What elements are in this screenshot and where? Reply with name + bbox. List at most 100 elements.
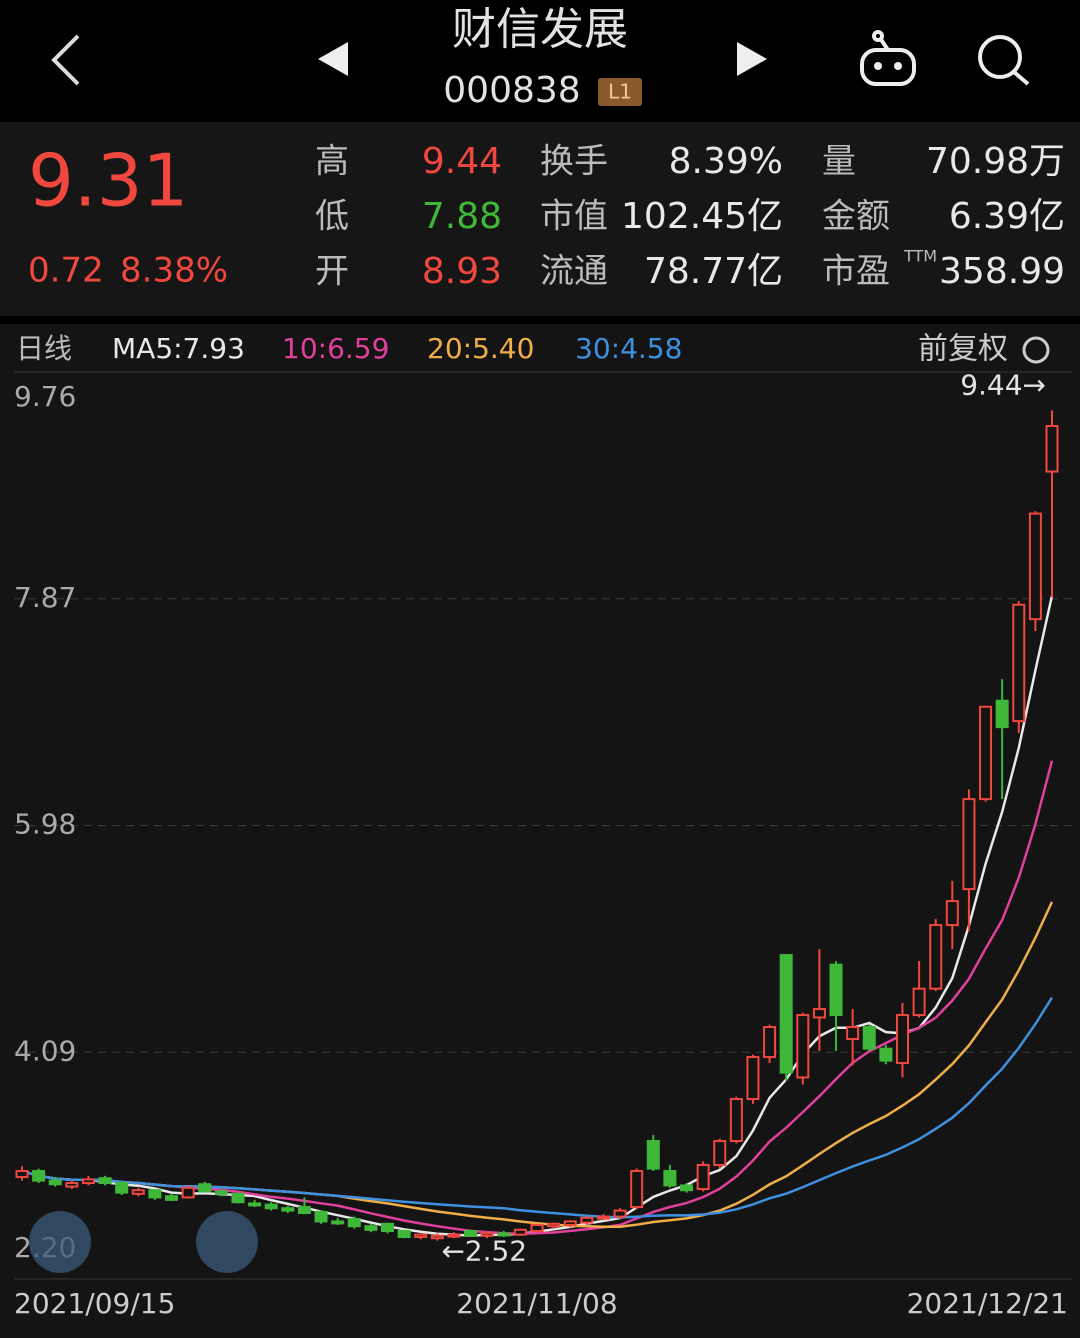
- candle-body: [115, 1182, 129, 1194]
- robot-button[interactable]: [860, 30, 916, 86]
- candle-body: [746, 1056, 760, 1101]
- plot: 9.767.875.984.092.209.44→←2.52: [14, 368, 1072, 1268]
- candle-body: [596, 1215, 610, 1220]
- ma-label: MA5:7.93: [112, 332, 245, 365]
- last-price: 9.31: [28, 139, 188, 223]
- stat-label: 金额: [822, 197, 890, 237]
- candle-body: [663, 1170, 677, 1187]
- candle-body: [214, 1190, 228, 1195]
- stat-label: 高: [315, 142, 349, 182]
- stat-value: 7.88: [422, 196, 502, 237]
- candle-body: [331, 1220, 345, 1225]
- candle-body: [713, 1140, 727, 1167]
- candle-body: [181, 1186, 195, 1199]
- candle-body: [497, 1232, 511, 1237]
- stat-label: 市盈: [822, 252, 890, 292]
- candle-body: [264, 1203, 278, 1210]
- stock-name: 财信发展: [452, 4, 628, 55]
- ma-label: 10:6.59: [282, 332, 389, 365]
- stat-label: 换手: [540, 142, 608, 182]
- float-button[interactable]: [29, 1211, 91, 1273]
- candle-body: [1012, 603, 1026, 723]
- stat-value: 9.44: [422, 141, 502, 182]
- stock-code: 000838: [443, 70, 580, 111]
- search-button[interactable]: [978, 35, 1030, 86]
- candle-body: [480, 1232, 494, 1237]
- candle-body: [198, 1183, 212, 1193]
- candle-body: [945, 900, 959, 927]
- settings-icon[interactable]: [1022, 336, 1050, 364]
- candle-body: [929, 924, 943, 990]
- candle-body: [912, 987, 926, 1017]
- candle-body: [98, 1177, 112, 1185]
- stat-label: 开: [315, 252, 349, 292]
- candle-body: [65, 1182, 79, 1188]
- back-button[interactable]: [51, 34, 80, 86]
- candle-body: [1045, 424, 1059, 473]
- adjust[interactable]: 前复权: [918, 332, 1008, 367]
- stat-sup: TTM: [903, 247, 937, 266]
- x-tick-label: 2021/12/21: [907, 1287, 1068, 1320]
- candle-body: [580, 1216, 594, 1224]
- candle-body: [812, 1008, 826, 1019]
- candle-body: [297, 1206, 311, 1215]
- candle-body: [48, 1179, 62, 1186]
- candle-body: [879, 1047, 893, 1062]
- candle-body: [613, 1209, 627, 1218]
- low-annotation: ←2.52: [441, 1235, 527, 1268]
- candle-body: [148, 1189, 162, 1199]
- stat-label: 市值: [540, 197, 608, 237]
- candle-body: [763, 1026, 777, 1059]
- candle-body: [447, 1233, 461, 1238]
- y-tick-label: 9.76: [14, 380, 76, 413]
- x-tick-label: 2021/11/08: [456, 1287, 617, 1320]
- quote-panel: [0, 122, 1080, 316]
- candle-body: [646, 1140, 660, 1170]
- candle-body: [530, 1224, 544, 1233]
- candle-body: [630, 1170, 644, 1209]
- expand-button[interactable]: [196, 1211, 258, 1273]
- price-change: 0.72: [28, 251, 104, 291]
- candle-body: [563, 1220, 577, 1227]
- candle-body: [380, 1222, 394, 1233]
- stat-value: 6.39亿: [949, 196, 1065, 237]
- candle-body: [779, 954, 793, 1074]
- candle-body: [862, 1026, 876, 1050]
- candle-body: [696, 1164, 710, 1191]
- candle-body: [513, 1228, 527, 1236]
- stat-value: 70.98万: [926, 141, 1065, 182]
- ma-label: 30:4.58: [575, 332, 682, 365]
- ma-line: [21, 996, 1054, 1219]
- stat-label: 量: [822, 142, 856, 182]
- candle-body: [464, 1230, 478, 1237]
- stat-label: 流通: [540, 252, 608, 292]
- price-change-pct: 8.38%: [120, 251, 228, 291]
- candle-body: [680, 1184, 694, 1192]
- y-tick-label: 5.98: [14, 808, 76, 841]
- candle-body: [895, 1014, 909, 1065]
- candle-body: [165, 1195, 179, 1201]
- candle-body: [314, 1210, 328, 1223]
- period: 日线: [16, 332, 72, 365]
- candle-body: [979, 705, 993, 801]
- next-button[interactable]: [737, 42, 767, 76]
- candle-body: [962, 798, 976, 891]
- candle-body: [131, 1189, 145, 1195]
- candle-body: [995, 699, 1009, 729]
- high-annotation: 9.44→: [960, 368, 1046, 401]
- level-badge: L1: [608, 80, 632, 104]
- candle-body: [397, 1230, 411, 1239]
- candle-body: [32, 1170, 46, 1182]
- candle-body: [829, 963, 843, 1017]
- candle-body: [796, 1014, 810, 1079]
- candle-body: [248, 1202, 262, 1207]
- y-tick-label: 4.09: [14, 1034, 76, 1067]
- candle-body: [347, 1218, 361, 1228]
- x-tick-label: 2021/09/15: [14, 1287, 175, 1320]
- candle-body: [231, 1192, 245, 1204]
- candle-body: [729, 1098, 743, 1143]
- candle-body: [547, 1222, 561, 1228]
- prev-button[interactable]: [318, 42, 348, 76]
